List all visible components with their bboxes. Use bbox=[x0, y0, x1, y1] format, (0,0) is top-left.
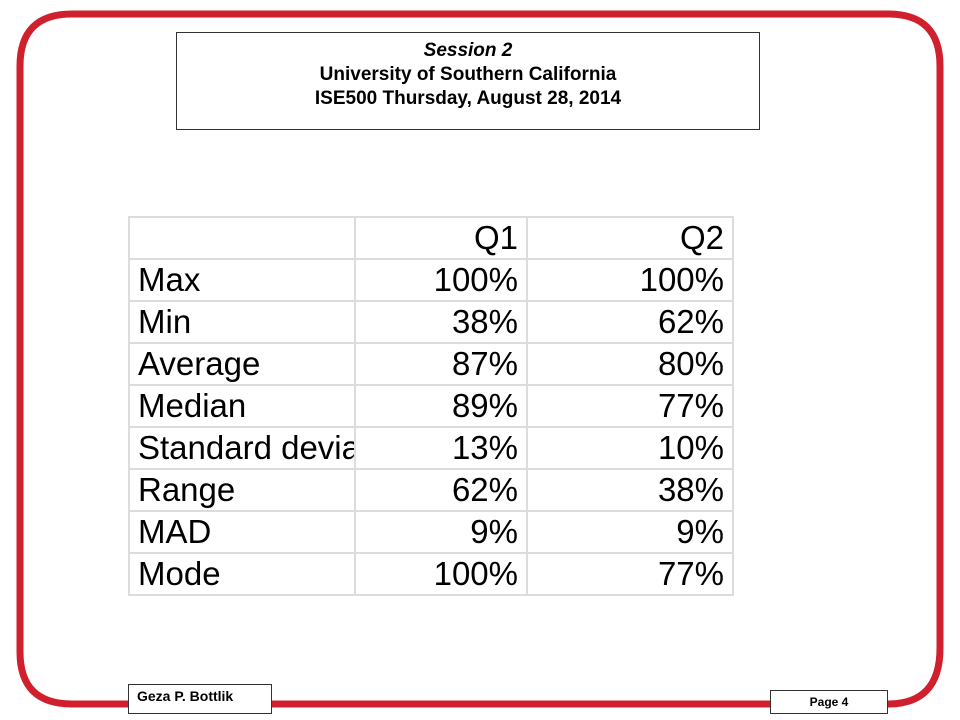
row-label: MAD bbox=[128, 510, 356, 554]
table-row: Average 87% 80% bbox=[128, 342, 734, 386]
header-cell-q2: Q2 bbox=[526, 216, 734, 260]
row-label: Median bbox=[128, 384, 356, 428]
slide-header: Session 2 University of Southern Califor… bbox=[176, 32, 760, 130]
statistics-table: Q1 Q2 Max 100% 100% Min 38% 62% Average … bbox=[128, 216, 734, 596]
table-row: MAD 9% 9% bbox=[128, 510, 734, 554]
author-box: Geza P. Bottlik bbox=[128, 684, 272, 714]
q1-value: 9% bbox=[354, 510, 528, 554]
q2-value: 38% bbox=[526, 468, 734, 512]
q1-value: 89% bbox=[354, 384, 528, 428]
q2-value: 100% bbox=[526, 258, 734, 302]
session-title: Session 2 bbox=[423, 40, 513, 61]
q2-value: 62% bbox=[526, 300, 734, 344]
table-header-row: Q1 Q2 bbox=[128, 216, 734, 260]
table-row: Range 62% 38% bbox=[128, 468, 734, 512]
table-row: Mode 100% 77% bbox=[128, 552, 734, 596]
frame-border bbox=[16, 10, 944, 708]
q2-value: 80% bbox=[526, 342, 734, 386]
q1-value: 100% bbox=[354, 258, 528, 302]
q1-value: 13% bbox=[354, 426, 528, 470]
row-label: Min bbox=[128, 300, 356, 344]
q2-value: 10% bbox=[526, 426, 734, 470]
page-number-box: Page 4 bbox=[770, 690, 888, 714]
q2-value: 9% bbox=[526, 510, 734, 554]
q1-value: 62% bbox=[354, 468, 528, 512]
q1-value: 38% bbox=[354, 300, 528, 344]
q1-value: 100% bbox=[354, 552, 528, 596]
row-label: Standard devia bbox=[128, 426, 356, 470]
course-date: ISE500 Thursday, August 28, 2014 bbox=[314, 88, 622, 109]
row-label: Range bbox=[128, 468, 356, 512]
table-row: Max 100% 100% bbox=[128, 258, 734, 302]
q1-value: 87% bbox=[354, 342, 528, 386]
row-label: Average bbox=[128, 342, 356, 386]
table-row: Median 89% 77% bbox=[128, 384, 734, 428]
q2-value: 77% bbox=[526, 384, 734, 428]
header-cell-q1: Q1 bbox=[354, 216, 528, 260]
q2-value: 77% bbox=[526, 552, 734, 596]
university-name: University of Southern California bbox=[319, 64, 617, 85]
row-label: Mode bbox=[128, 552, 356, 596]
table-row: Standard devia 13% 10% bbox=[128, 426, 734, 470]
header-cell-empty bbox=[128, 216, 356, 260]
table-row: Min 38% 62% bbox=[128, 300, 734, 344]
row-label: Max bbox=[128, 258, 356, 302]
